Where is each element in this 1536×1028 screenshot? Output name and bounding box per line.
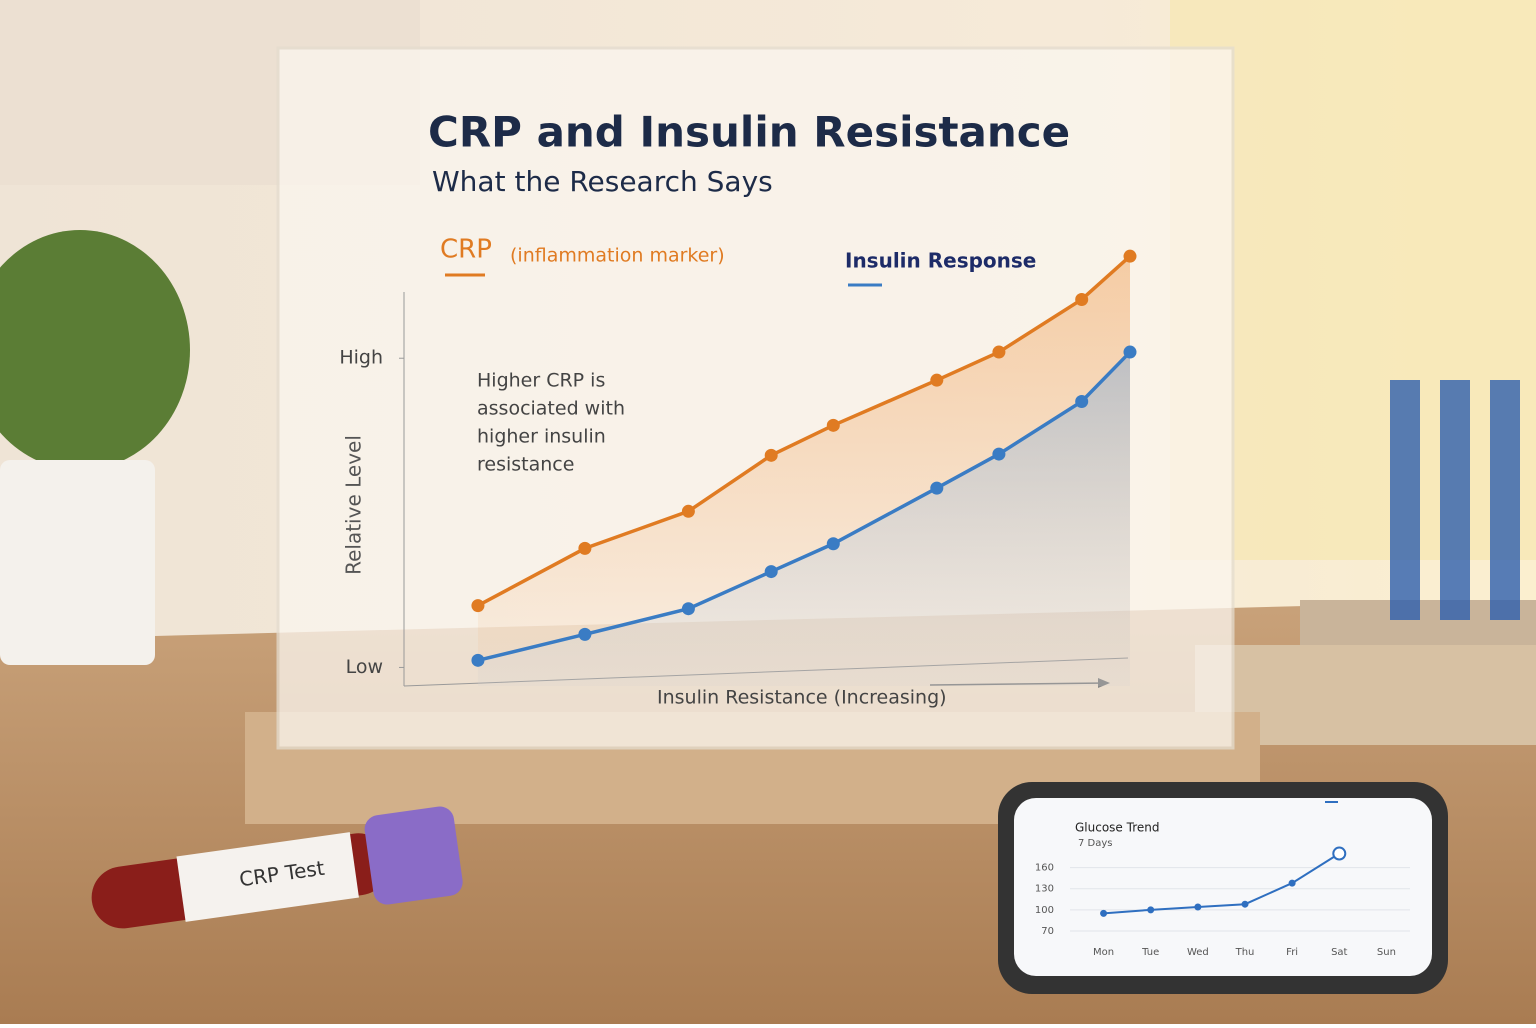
legend-label: CRP — [440, 235, 492, 265]
x-tick-label: Fri — [1286, 947, 1298, 958]
annotation: resistance — [477, 454, 574, 476]
area-fill — [477, 352, 1130, 686]
y-tick-label: 70 — [1041, 926, 1054, 937]
point — [471, 599, 485, 613]
chart-subtitle: 7 Days — [1078, 838, 1113, 849]
blood-tube: CRP Test — [91, 806, 463, 929]
legend-note: (inflammation marker) — [510, 245, 725, 267]
pot — [0, 460, 155, 665]
annotation: associated with — [477, 398, 625, 420]
point — [826, 418, 840, 432]
tube-cap — [364, 806, 463, 905]
point — [1241, 900, 1249, 908]
tube-label — [176, 832, 359, 922]
test-tube — [1440, 380, 1470, 620]
point — [1123, 249, 1137, 263]
x-tick-label: Sun — [1377, 947, 1396, 958]
x-tick-label: Mon — [1093, 947, 1114, 958]
point — [578, 627, 592, 641]
point — [1075, 395, 1089, 409]
point — [826, 537, 840, 551]
x-tick-label: Tue — [1141, 947, 1159, 958]
point — [992, 447, 1006, 461]
chart-title: CRP and Insulin Resistance — [428, 108, 1070, 157]
point — [1194, 903, 1202, 911]
x-axis-label: Insulin Resistance (Increasing) — [657, 687, 947, 709]
point — [992, 345, 1006, 359]
plant — [0, 230, 190, 470]
annotation: Higher CRP is — [477, 370, 605, 392]
y-tick-label: 160 — [1035, 863, 1054, 874]
point — [1288, 879, 1296, 887]
chart-subtitle: What the Research Says — [432, 165, 773, 198]
y-tick-label: 130 — [1035, 884, 1054, 895]
phone-screen — [1014, 798, 1432, 976]
x-tick-label: Thu — [1235, 947, 1255, 958]
y-tick-label: High — [339, 347, 383, 369]
point — [681, 504, 695, 518]
point — [930, 373, 944, 387]
test-tube — [1490, 380, 1520, 620]
point — [930, 481, 944, 495]
point — [1100, 909, 1108, 917]
point — [681, 602, 695, 616]
chart-title: Glucose Trend — [1075, 821, 1159, 835]
point — [1075, 292, 1089, 306]
y-tick-label: Low — [346, 656, 383, 678]
line — [1103, 852, 1340, 915]
point — [764, 565, 778, 579]
test-tube — [1390, 380, 1420, 620]
point — [764, 448, 778, 462]
x-tick-label: Wed — [1187, 947, 1209, 958]
annotation: higher insulin — [477, 426, 606, 448]
point — [1332, 846, 1347, 861]
x-tick-label: Sat — [1331, 947, 1347, 958]
point — [578, 541, 592, 555]
point — [471, 653, 485, 667]
point — [1123, 345, 1137, 359]
point — [1147, 906, 1155, 914]
y-axis-label: Relative Level — [342, 435, 366, 575]
y-tick-label: 100 — [1035, 905, 1054, 916]
legend-label: Insulin Response — [845, 249, 1036, 273]
